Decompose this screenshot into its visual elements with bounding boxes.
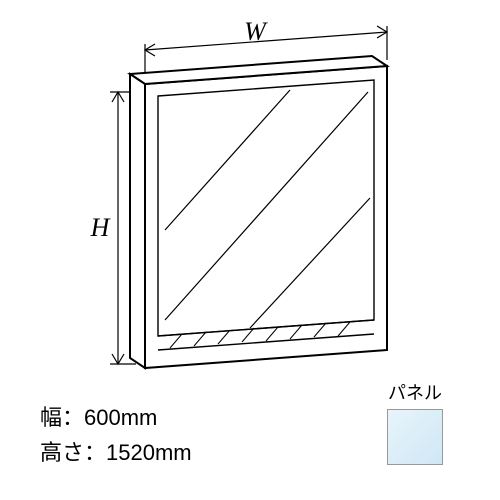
panel-svg: W H	[70, 20, 410, 380]
dimension-specs: 幅：600mm 高さ：1520mm	[40, 400, 192, 470]
spec-height: 高さ：1520mm	[40, 435, 192, 470]
panel-drawing: W H	[70, 20, 410, 380]
spec-width: 幅：600mm	[40, 400, 192, 435]
diagram-stage: W H	[0, 0, 500, 500]
swatch-box	[387, 409, 443, 465]
spec-width-label: 幅：	[40, 405, 84, 430]
spec-height-value: 1520mm	[106, 440, 192, 465]
width-label: W	[244, 20, 268, 46]
height-label: H	[90, 213, 111, 242]
spec-height-label: 高さ：	[40, 440, 106, 465]
swatch-label: パネル	[370, 379, 460, 405]
panel-swatch: パネル	[370, 379, 460, 465]
spec-width-value: 600mm	[84, 405, 157, 430]
